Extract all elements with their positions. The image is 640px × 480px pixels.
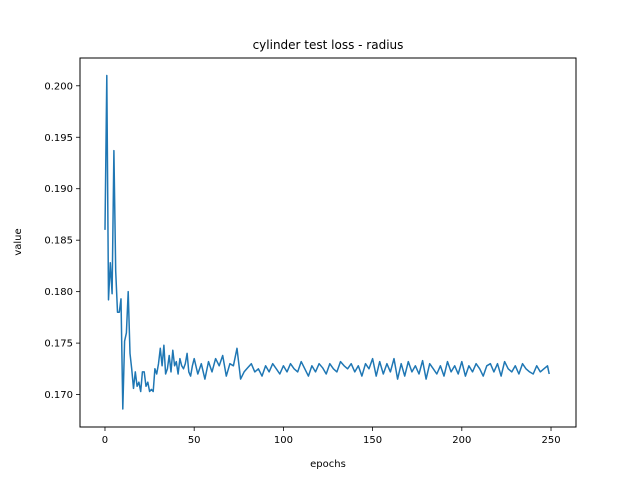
x-tick-label: 200: [452, 435, 471, 446]
y-tick-label: 0.180: [44, 287, 73, 298]
y-tick-label: 0.170: [44, 390, 73, 401]
x-tick-label: 150: [363, 435, 382, 446]
y-tick-label: 0.185: [44, 236, 73, 247]
x-axis-label: epochs: [310, 459, 346, 470]
y-tick-label: 0.195: [44, 133, 73, 144]
x-tick-label: 50: [188, 435, 201, 446]
y-axis-label: value: [13, 228, 24, 255]
y-tick-label: 0.200: [44, 81, 73, 92]
chart-title: cylinder test loss - radius: [253, 38, 404, 52]
y-axis: 0.170 0.175 0.180 0.185 0.190 0.195 0.200: [44, 81, 80, 401]
chart-marks: [104, 74, 550, 410]
y-tick-label: 0.190: [44, 184, 73, 195]
x-tick-label: 100: [274, 435, 293, 446]
x-axis: 0 50 100 150 200 250: [102, 427, 561, 446]
x-tick-label: 250: [541, 435, 560, 446]
x-tick-label: 0: [102, 435, 108, 446]
series-line-0: [104, 74, 550, 410]
plot-frame: [79, 57, 577, 428]
y-tick-label: 0.175: [44, 339, 73, 350]
